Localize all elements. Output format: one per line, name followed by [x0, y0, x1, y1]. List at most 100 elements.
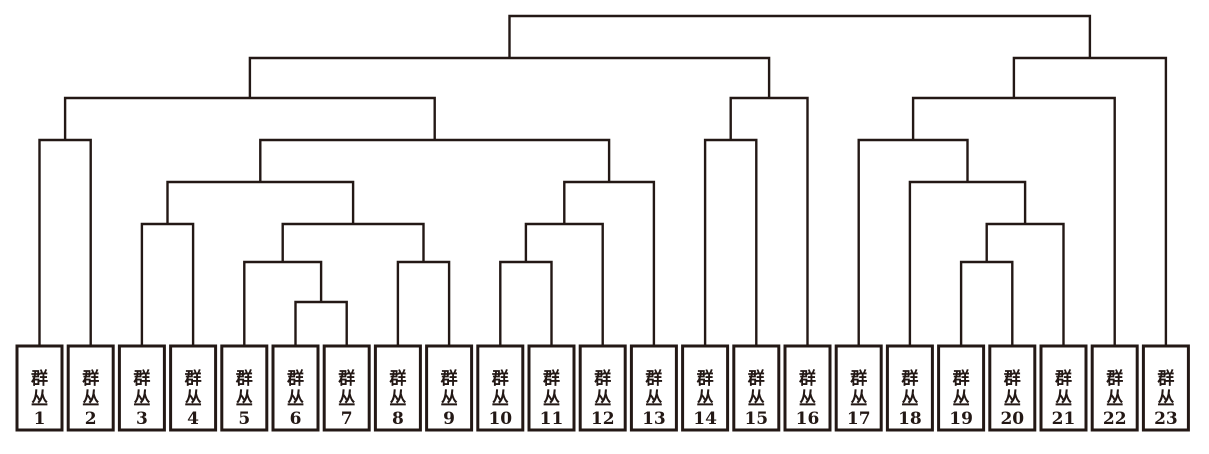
leaf-prefix-text: 群	[338, 368, 355, 389]
merge-link	[1012, 56, 1168, 346]
merge-link	[166, 180, 355, 224]
leaf-box	[15, 344, 64, 432]
leaf-prefix-text: 丛	[31, 389, 48, 409]
merge-link	[259, 138, 611, 182]
merge-link	[63, 96, 436, 140]
leaf-prefix-text: 群	[236, 368, 253, 389]
leaf-prefix-text: 群	[1157, 368, 1174, 389]
leaf-number: 18	[898, 409, 922, 429]
leaf-prefix-text: 群	[287, 368, 304, 389]
leaf-prefix-text: 丛	[441, 389, 458, 409]
merge-link	[396, 260, 451, 346]
leaf-prefix-text: 丛	[850, 389, 867, 409]
merge-link	[703, 138, 758, 346]
leaf-prefix-text: 丛	[338, 389, 355, 409]
leaf-number: 14	[693, 409, 717, 429]
leaf-prefix-text: 丛	[1055, 389, 1072, 409]
leaf-number: 15	[744, 409, 768, 429]
leaf-box	[66, 344, 115, 432]
leaf-number: 6	[290, 409, 302, 429]
leaf-prefix-text: 丛	[1004, 389, 1021, 409]
leaf-prefix-text: 群	[799, 368, 816, 389]
leaf-prefix-text: 丛	[953, 389, 970, 409]
leaf-number: 9	[443, 409, 455, 429]
leaf-number: 13	[642, 409, 666, 429]
leaf-prefix-text: 丛	[82, 389, 99, 409]
leaf-prefix-text: 丛	[492, 389, 509, 409]
merge-link	[959, 260, 1014, 346]
merge-link	[985, 222, 1065, 346]
leaf-number: 3	[136, 409, 148, 429]
merge-link	[294, 300, 348, 346]
leaf-prefix-text: 丛	[1157, 389, 1174, 409]
leaf-box	[988, 344, 1037, 432]
leaf-prefix-text: 群	[748, 368, 765, 389]
leaf-number: 4	[187, 409, 199, 429]
leaf-box	[271, 344, 320, 432]
leaf-number: 22	[1103, 409, 1127, 429]
leaf-number: 21	[1052, 409, 1076, 429]
leaf-number: 1	[34, 409, 46, 429]
leaf-prefix-text: 丛	[799, 389, 816, 409]
leaf-prefix-text: 群	[1055, 368, 1072, 389]
leaf-prefix-text: 丛	[645, 389, 662, 409]
leaf-number: 7	[341, 409, 353, 429]
leaf-number: 16	[796, 409, 820, 429]
leaf-number: 17	[847, 409, 871, 429]
leaf-number: 23	[1154, 409, 1178, 429]
leaf-prefix-text: 丛	[236, 389, 253, 409]
leaf-box	[527, 344, 576, 432]
leaf-prefix-text: 群	[1004, 368, 1021, 389]
leaf-prefix-text: 丛	[389, 389, 406, 409]
leaf-prefix-text: 群	[441, 368, 458, 389]
leaf-prefix-text: 群	[133, 368, 150, 389]
leaf-prefix-text: 群	[850, 368, 867, 389]
leaf-prefix-text: 群	[697, 368, 714, 389]
merge-link	[140, 222, 195, 346]
merge-link	[499, 260, 553, 346]
leaf-box	[629, 344, 678, 432]
leaf-box	[169, 344, 218, 432]
leaf-number: 11	[540, 409, 564, 429]
merge-link	[38, 138, 92, 346]
leaf-prefix-text: 丛	[287, 389, 304, 409]
leaf-prefix-text: 丛	[901, 389, 918, 409]
leaf-prefix-text: 群	[645, 368, 662, 389]
leaf-prefix-text: 丛	[1106, 389, 1123, 409]
merge-link	[243, 260, 323, 346]
leaf-number: 10	[488, 409, 512, 429]
merge-link	[729, 96, 809, 346]
leaf-prefix-text: 丛	[133, 389, 150, 409]
merge-link	[911, 96, 1116, 346]
leaf-prefix-text: 丛	[543, 389, 560, 409]
leaf-prefix-text: 群	[1106, 368, 1123, 389]
merge-link	[563, 180, 656, 346]
leaf-prefix-text: 群	[185, 368, 202, 389]
leaf-prefix-text: 群	[31, 368, 48, 389]
leaf-prefix-text: 丛	[185, 389, 202, 409]
leaf-number: 2	[85, 409, 97, 429]
leaf-prefix-text: 丛	[697, 389, 714, 409]
leaf-number: 20	[1000, 409, 1024, 429]
leaf-prefix-text: 群	[543, 368, 560, 389]
leaf-number: 12	[591, 409, 615, 429]
leaf-prefix-text: 群	[901, 368, 918, 389]
merge-link	[281, 222, 425, 262]
leaf-number: 5	[238, 409, 250, 429]
merge-link	[908, 180, 1027, 346]
leaf-box	[885, 344, 934, 432]
leaf-prefix-text: 群	[82, 368, 99, 389]
leaf-prefix-text: 群	[492, 368, 509, 389]
leaf-number: 8	[392, 409, 404, 429]
leaf-box	[373, 344, 422, 432]
leaf-box	[578, 344, 627, 432]
leaf-prefix-text: 群	[594, 368, 611, 389]
leaf-box	[834, 344, 883, 432]
leaf-prefix-text: 群	[389, 368, 406, 389]
leaf-box	[732, 344, 781, 432]
merge-link	[508, 14, 1092, 58]
leaf-prefix-text: 丛	[748, 389, 765, 409]
merge-link	[524, 222, 604, 346]
leaf-prefix-text: 群	[953, 368, 970, 389]
